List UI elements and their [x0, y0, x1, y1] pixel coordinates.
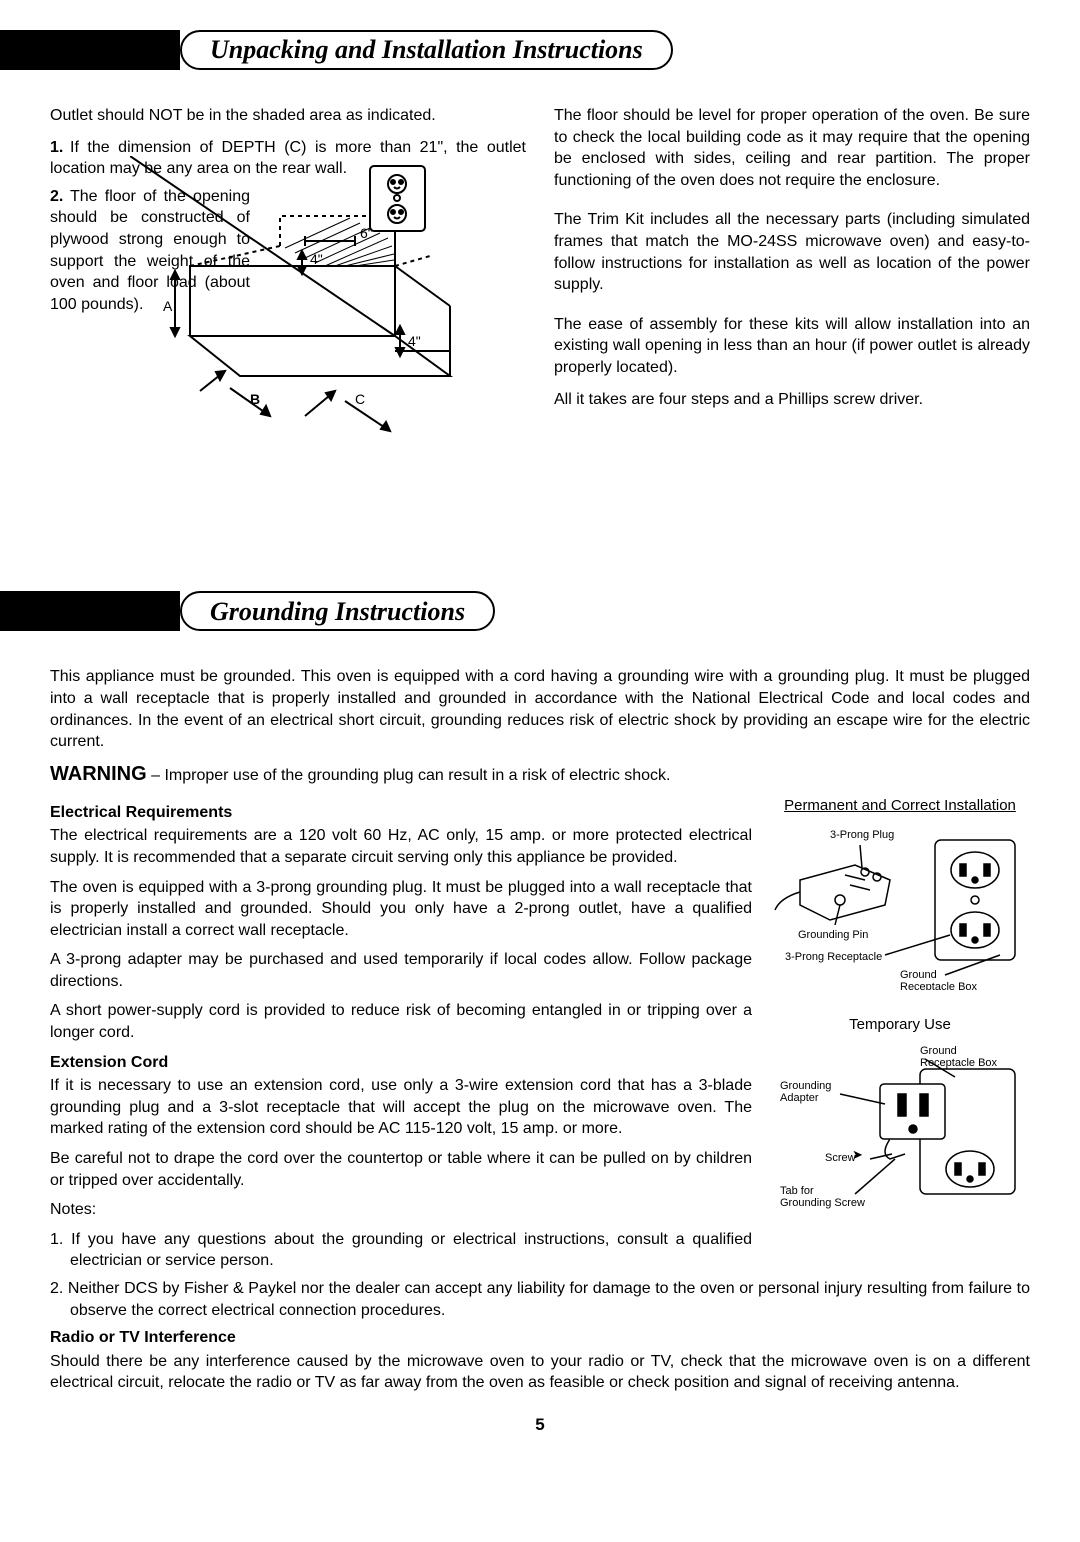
notes-label: Notes: [50, 1199, 752, 1221]
dim-4b: 4" [408, 333, 421, 349]
r3: The ease of assembly for these kits will… [554, 314, 1030, 379]
f2b: Ground [920, 1045, 957, 1057]
list-item-2: 2. The floor of the opening should be co… [50, 186, 526, 316]
ext2: Be careful not to drape the cord over th… [50, 1148, 752, 1191]
elec2: The oven is equipped with a 3-prong grou… [50, 877, 752, 942]
notes-list-2: 2. Neither DCS by Fisher & Paykel nor th… [50, 1278, 1030, 1321]
electrical-section: Electrical Requirements The electrical r… [50, 796, 1030, 1278]
grounding-section: This appliance must be grounded. This ov… [50, 666, 1030, 1394]
svg-text:➤: ➤ [852, 1147, 863, 1162]
ext1: If it is necessary to use an extension c… [50, 1075, 752, 1140]
f1d: Ground [900, 969, 937, 981]
f1a: 3-Prong Plug [830, 829, 894, 841]
r4: All it takes are four steps and a Philli… [554, 389, 1030, 411]
label-a: A [163, 298, 173, 314]
h-radio: Radio or TV Interference [50, 1327, 1030, 1349]
h-elec: Electrical Requirements [50, 802, 752, 824]
figure-temporary: Temporary Use Gr [770, 1015, 1030, 1214]
r2: The Trim Kit includes all the necessary … [554, 209, 1030, 295]
label-c: C [355, 391, 365, 407]
outlet-intro: Outlet should NOT be in the shaded area … [50, 105, 526, 127]
elec1: The electrical requirements are a 120 vo… [50, 825, 752, 868]
h-ext: Extension Cord [50, 1052, 752, 1074]
f2c: Receptacle Box [920, 1057, 998, 1069]
header-capsule-2: Grounding Instructions [180, 591, 495, 631]
elec3: A 3-prong adapter may be purchased and u… [50, 949, 752, 992]
fig1-title: Permanent and Correct Installation [770, 796, 1030, 816]
f2a1: Grounding [780, 1080, 831, 1092]
header-capsule: Unpacking and Installation Instructions [180, 30, 673, 70]
label-b: B [250, 391, 260, 407]
warning-line: WARNING – Improper use of the grounding … [50, 761, 1030, 788]
notes-list: 1. If you have any questions about the g… [50, 1229, 752, 1272]
f2a2: Adapter [780, 1092, 819, 1104]
electrical-text: Electrical Requirements The electrical r… [50, 796, 752, 1278]
r1: The floor should be level for proper ope… [554, 105, 1030, 191]
warning-label: WARNING [50, 763, 147, 785]
numbered-list: 1.If the dimension of DEPTH (C) is more … [50, 137, 526, 316]
f2e: Tab for [780, 1185, 814, 1197]
right-column: The floor should be level for proper ope… [554, 105, 1030, 581]
section-header-grounding: Grounding Instructions [50, 581, 1030, 641]
dim-4a: 4" [310, 251, 323, 267]
note2: 2. Neither DCS by Fisher & Paykel nor th… [50, 1278, 1030, 1321]
cabinet-diagram: 6" 4" 4" A B C [130, 156, 470, 446]
elec4: A short power-supply cord is provided to… [50, 1000, 752, 1043]
left-column: Outlet should NOT be in the shaded area … [50, 105, 526, 581]
header-black-bar [0, 30, 180, 70]
header-black-bar-2 [0, 591, 180, 631]
f1e: Receptacle Box [900, 981, 978, 990]
grounding-intro: This appliance must be grounded. This ov… [50, 666, 1030, 752]
section-title-2: Grounding Instructions [210, 594, 465, 629]
electrical-figures: Permanent and Correct Installation [770, 796, 1030, 1278]
unpacking-columns: Outlet should NOT be in the shaded area … [50, 105, 1030, 581]
f1b: Grounding Pin [798, 929, 868, 941]
plug-diagram-1: 3-Prong Plug Grounding Pin 3-Prong Recep… [770, 820, 1030, 990]
page-number: 5 [50, 1414, 1030, 1437]
note1: 1. If you have any questions about the g… [50, 1229, 752, 1272]
f2f: Grounding Screw [780, 1197, 865, 1209]
section-title: Unpacking and Installation Instructions [210, 32, 643, 67]
warning-text: – Improper use of the grounding plug can… [147, 767, 671, 784]
f1c: 3-Prong Receptacle [785, 951, 882, 963]
dim-6: 6" [360, 225, 373, 241]
plug-diagram-2: Ground Receptacle Box Grounding Adapter … [770, 1039, 1030, 1209]
figure-permanent: Permanent and Correct Installation [770, 796, 1030, 995]
radio1: Should there be any interference caused … [50, 1351, 1030, 1394]
fig2-title: Temporary Use [770, 1015, 1030, 1035]
section-header-unpacking: Unpacking and Installation Instructions [50, 20, 1030, 80]
